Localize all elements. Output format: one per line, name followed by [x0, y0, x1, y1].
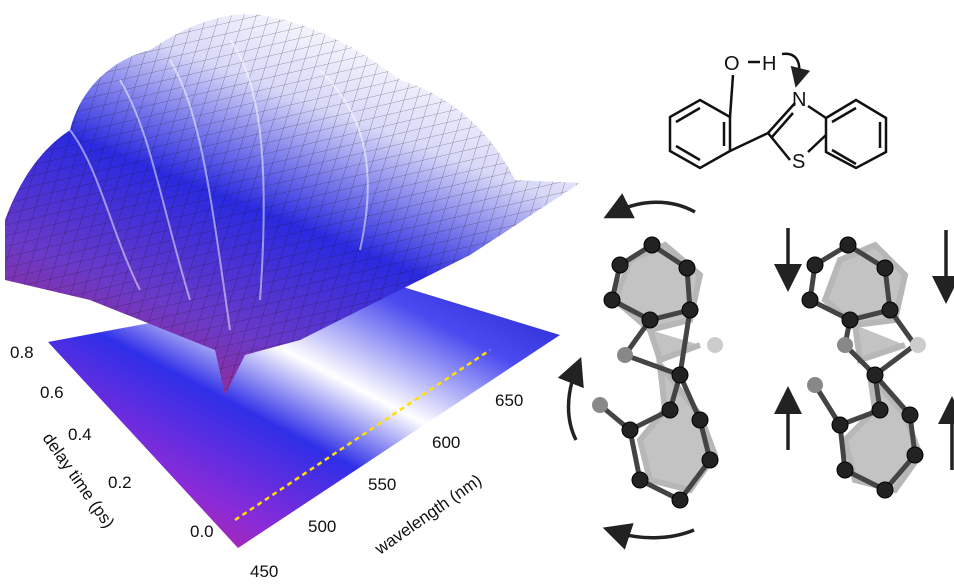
- axis-label: delay time (ps): [39, 429, 119, 531]
- tick-label: 0.8: [10, 343, 34, 362]
- atom: H: [762, 53, 776, 75]
- atom-labels: O H N S: [724, 53, 806, 173]
- tick-label: 0.6: [40, 383, 64, 402]
- atom: S: [792, 151, 805, 173]
- surface-plot: [5, 14, 580, 548]
- tick-label: 0.0: [190, 522, 214, 541]
- atom: N: [792, 89, 806, 111]
- atom: O: [724, 53, 740, 75]
- tick-label: 450: [250, 562, 278, 579]
- tick-label: 500: [308, 517, 336, 536]
- tick-label: 550: [368, 475, 396, 494]
- tick-label: 0.2: [108, 473, 132, 492]
- structure: [670, 54, 886, 168]
- tick-label: 650: [495, 391, 523, 410]
- tick-label: 0.4: [68, 425, 92, 444]
- ball-and-stick: [592, 237, 926, 508]
- tick-label: 600: [432, 433, 460, 452]
- figure: 0.8 0.6 0.4 0.2 0.0 delay time (ps) 450 …: [0, 0, 954, 579]
